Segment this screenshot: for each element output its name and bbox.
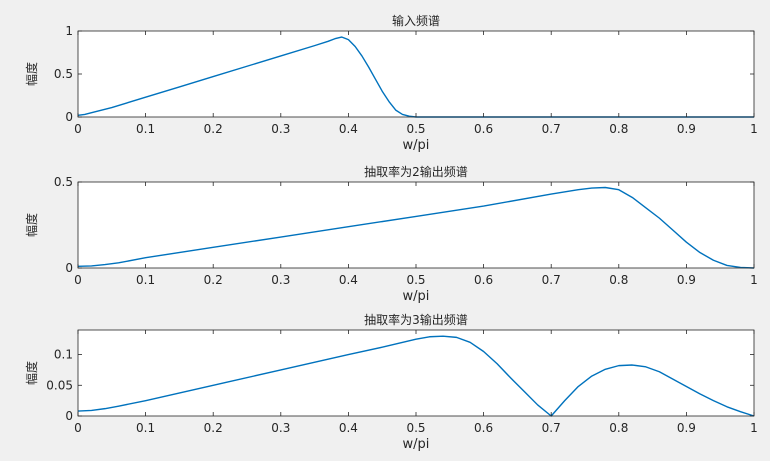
x-tick-label: 0.6 [474, 421, 493, 435]
x-tick-label: 0.8 [609, 122, 628, 136]
subplot-3: 0 0.1 0.2 0.3 0.4 0.5 0.6 0.7 0.8 0.9 1 0 0.05 0.1 抽取率… [24, 312, 758, 452]
x-tick-label: 1 [750, 273, 758, 287]
series-line [77, 335, 755, 417]
x-axis-label: w/pi [403, 138, 430, 153]
x-tick-label: 0.7 [542, 421, 561, 435]
x-tick-label: 0 [74, 421, 82, 435]
y-axis-label: 幅度 [24, 62, 39, 86]
x-tick-label: 1 [750, 421, 758, 435]
y-tick-label: 0.5 [54, 67, 73, 81]
x-tick-label: 0.1 [136, 421, 155, 435]
axes-area [78, 31, 754, 117]
x-axis-label: w/pi [403, 289, 430, 304]
x-tick-label: 0 [74, 273, 82, 287]
x-tick-label: 0.3 [271, 273, 290, 287]
y-tick-label: 0 [65, 409, 73, 423]
x-tick-label: 0.1 [136, 273, 155, 287]
x-tick-label: 0.2 [204, 421, 223, 435]
x-tick-label: 0.3 [271, 421, 290, 435]
x-tick-label: 1 [750, 122, 758, 136]
y-tick-label: 0 [65, 110, 73, 124]
y-tick-label: 0 [65, 261, 73, 275]
x-tick-label: 0.4 [339, 421, 358, 435]
chart-title: 输入频谱 [392, 13, 440, 28]
x-tick-label: 0.2 [204, 273, 223, 287]
x-tick-label: 0.7 [542, 273, 561, 287]
x-tick-label: 0.9 [677, 421, 696, 435]
y-tick-label: 0.05 [46, 378, 73, 392]
x-tick-label: 0.8 [609, 273, 628, 287]
axes-area [78, 182, 754, 268]
x-tick-label: 0 [74, 122, 82, 136]
x-tick-label: 0.8 [609, 421, 628, 435]
y-axis-label: 幅度 [24, 213, 39, 237]
chart-title: 抽取率为3输出频谱 [364, 312, 468, 327]
x-tick-label: 0.9 [677, 273, 696, 287]
x-tick-label: 0.2 [204, 122, 223, 136]
x-tick-label: 0.9 [677, 122, 696, 136]
x-tick-label: 0.4 [339, 273, 358, 287]
x-tick-label: 0.5 [406, 421, 425, 435]
x-tick-label: 0.7 [542, 122, 561, 136]
x-tick-label: 0.5 [406, 273, 425, 287]
axes-area [78, 330, 754, 416]
y-tick-label: 0.5 [54, 175, 73, 189]
x-tick-label: 0.3 [271, 122, 290, 136]
x-axis-label: w/pi [403, 437, 430, 452]
chart-title: 抽取率为2输出频谱 [364, 164, 468, 179]
x-tick-label: 0.6 [474, 273, 493, 287]
x-tick-label: 0.4 [339, 122, 358, 136]
x-tick-label: 0.5 [406, 122, 425, 136]
y-tick-label: 1 [65, 24, 73, 38]
y-axis-label: 幅度 [24, 361, 39, 385]
series-line [77, 186, 755, 269]
y-tick-label: 0.1 [54, 348, 73, 362]
subplot-2: 0 0.1 0.2 0.3 0.4 0.5 0.6 0.7 0.8 0.9 1 0 0.5 抽取率为2输出… [24, 164, 758, 304]
subplot-1: 0 0.1 0.2 0.3 0.4 0.5 0.6 0.7 0.8 0.9 1 0 0.5 1 输入频谱 w/… [24, 13, 758, 153]
x-tick-label: 0.6 [474, 122, 493, 136]
x-tick-label: 0.1 [136, 122, 155, 136]
